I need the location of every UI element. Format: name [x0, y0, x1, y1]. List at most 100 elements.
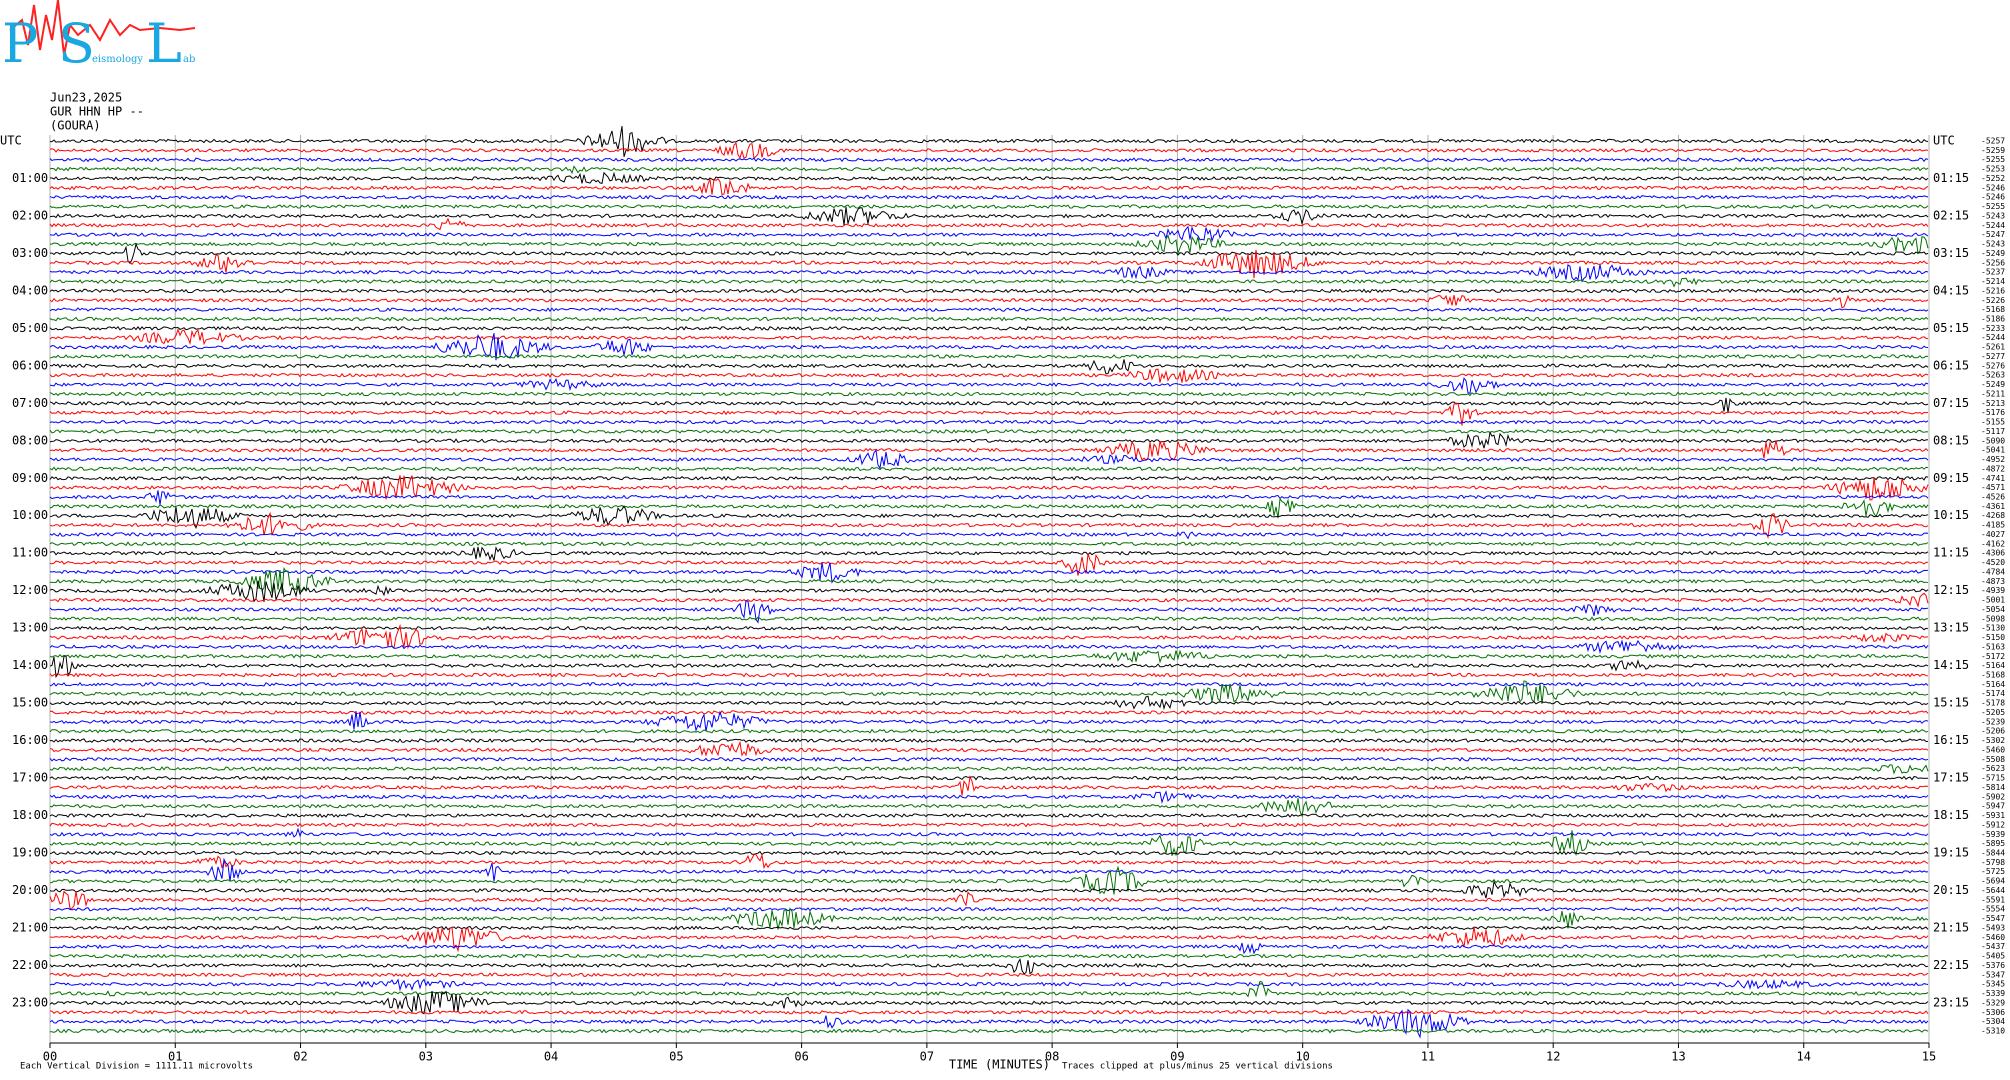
trace-offset: -5644	[1981, 886, 2005, 895]
row-label-right: 21:15	[1933, 920, 1969, 934]
trace	[49, 277, 1929, 288]
row-label-left: 15:00	[12, 696, 48, 710]
trace	[49, 204, 1929, 209]
trace	[49, 429, 1929, 434]
trace-offset: -5246	[1981, 183, 2005, 192]
trace	[49, 655, 1929, 679]
trace-offset: -5277	[1981, 352, 2005, 361]
trace-offset: -4939	[1981, 586, 2005, 595]
row-label-left: 20:00	[12, 883, 48, 897]
row-label-right: 14:15	[1933, 658, 1969, 672]
logo-letter: P	[2, 12, 38, 75]
trace-offset: -5054	[1981, 605, 2005, 614]
row-label-right: 06:15	[1933, 358, 1969, 372]
trace	[49, 177, 1929, 195]
trace-offset: -5249	[1981, 249, 2005, 258]
trace	[49, 616, 1929, 622]
row-label-right: 09:15	[1933, 471, 1969, 485]
trace	[49, 775, 1929, 781]
trace	[49, 649, 1929, 664]
x-tick-label: 01	[168, 1050, 182, 1064]
trace	[49, 953, 1929, 959]
trace-offset: -5213	[1981, 399, 2005, 408]
row-label-right: 19:15	[1933, 846, 1969, 860]
row-label-left: UTC	[0, 134, 22, 148]
trace-offset: -4571	[1981, 483, 2005, 492]
trace-offset: -5164	[1981, 680, 2005, 689]
trace-offset: -5460	[1981, 933, 2005, 942]
trace	[49, 397, 1929, 413]
trace	[49, 288, 1929, 294]
trace-offset: -5252	[1981, 174, 2005, 183]
trace	[49, 328, 1929, 346]
logo-letter: L	[146, 12, 182, 75]
trace	[49, 728, 1929, 734]
station: GUR HHN HP --	[50, 105, 144, 119]
trace-offset: -5931	[1981, 811, 2005, 820]
row-label-left: 09:00	[12, 471, 48, 485]
row-label-left: 10:00	[12, 508, 48, 522]
trace	[49, 822, 1929, 828]
trace	[50, 1028, 1929, 1034]
row-label-left: 21:00	[12, 920, 48, 934]
trace	[49, 541, 1929, 547]
trace	[49, 217, 1929, 231]
trace-offset: -5249	[1981, 380, 2005, 389]
x-tick-label: 09	[1170, 1050, 1184, 1064]
trace	[49, 325, 1929, 331]
trace-offset: -5041	[1981, 446, 2005, 455]
trace	[49, 368, 1929, 383]
trace-offset: -5150	[1981, 633, 2005, 642]
row-label-right: 10:15	[1933, 508, 1969, 522]
trace	[50, 925, 1929, 931]
row-label-left: 17:00	[12, 771, 48, 785]
trace-offset: -4526	[1981, 493, 2005, 502]
trace-offset: -5912	[1981, 820, 2005, 829]
trace	[49, 475, 1929, 481]
trace-offset: -5130	[1981, 624, 2005, 633]
trace	[49, 672, 1929, 678]
x-tick-label: 11	[1421, 1050, 1435, 1064]
trace-offset: -5460	[1981, 745, 2005, 754]
scale-note: Each Vertical Division = 1111.11 microvo…	[20, 1062, 253, 1072]
row-label-left: 03:00	[12, 246, 48, 260]
trace-offset: -5001	[1981, 596, 2005, 605]
trace-offset: -5895	[1981, 839, 2005, 848]
trace-offset: -5345	[1981, 980, 2005, 989]
trace-offset: -5844	[1981, 849, 2005, 858]
trace	[49, 402, 1929, 426]
trace-offset: -5206	[1981, 727, 2005, 736]
x-tick-label: 04	[544, 1050, 558, 1064]
trace-offset: -5304	[1981, 1017, 2005, 1026]
trace-offset: -5591	[1981, 895, 2005, 904]
row-label-left: 08:00	[12, 433, 48, 447]
trace	[49, 580, 1929, 603]
trace	[49, 978, 1929, 992]
trace-offset: -5117	[1981, 427, 2005, 436]
trace-offset: -5376	[1981, 961, 2005, 970]
row-label-right: 11:15	[1933, 546, 1969, 560]
x-tick-label: 12	[1546, 1050, 1560, 1064]
trace-offset: -5176	[1981, 408, 2005, 417]
trace-offset: -5155	[1981, 418, 2005, 427]
trace	[49, 740, 1929, 757]
trace	[49, 680, 1929, 704]
traces	[49, 126, 1929, 1039]
trace-offset: -5168	[1981, 671, 2005, 680]
trace	[49, 639, 1929, 655]
row-label-left: 16:00	[12, 733, 48, 747]
row-label-left: 01:00	[12, 171, 48, 185]
trace-offset: -5098	[1981, 614, 2005, 623]
trace-offset: -5244	[1981, 221, 2005, 230]
x-tick-label: 14	[1797, 1050, 1811, 1064]
row-label-left: 04:00	[12, 283, 48, 297]
logo-word: eismology	[92, 54, 143, 65]
trace	[49, 157, 1929, 163]
trace	[49, 142, 1929, 160]
row-label-left: 12:00	[12, 583, 48, 597]
row-label-right: 17:15	[1933, 771, 1969, 785]
trace-offset: -5939	[1981, 830, 2005, 839]
trace	[49, 798, 1929, 818]
trace	[49, 738, 1929, 743]
